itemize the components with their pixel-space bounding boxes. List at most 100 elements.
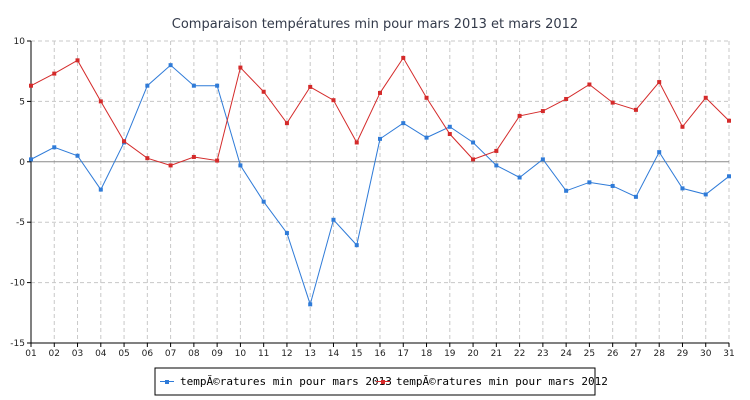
data-point <box>471 157 476 162</box>
data-point <box>378 90 382 95</box>
data-point <box>610 100 615 105</box>
legend-marker-2013 <box>165 380 169 384</box>
y-tick-label: -5 <box>16 218 25 228</box>
x-tick-label: 17 <box>398 349 409 359</box>
data-point <box>680 186 685 191</box>
data-point <box>284 121 289 126</box>
data-point <box>401 121 406 126</box>
y-tick-label: -10 <box>10 279 25 289</box>
x-tick-label: 03 <box>72 349 83 359</box>
data-point <box>401 55 406 60</box>
legend: tempĂ©ratures min pour mars 2013 tempĂ©r… <box>154 367 608 396</box>
x-tick-label: 26 <box>607 349 619 359</box>
data-point <box>284 231 289 236</box>
x-tick-label: 14 <box>328 349 340 359</box>
data-point <box>494 163 499 168</box>
data-point <box>657 80 662 85</box>
data-point <box>540 109 545 114</box>
data-point <box>471 140 476 145</box>
x-tick-label: 18 <box>421 349 433 359</box>
data-point <box>633 194 638 199</box>
data-point <box>52 145 57 150</box>
data-point <box>75 153 80 158</box>
grid <box>31 40 730 343</box>
data-point <box>215 158 220 163</box>
legend-label-2012: tempĂ©ratures min pour mars 2012 <box>396 375 608 388</box>
data-point <box>610 183 615 188</box>
data-point <box>447 124 452 129</box>
data-point <box>331 98 336 103</box>
data-point <box>308 84 313 89</box>
data-point <box>238 163 243 168</box>
x-tick-label: 30 <box>700 349 712 359</box>
data-point <box>424 135 429 140</box>
data-point <box>354 243 359 248</box>
data-point <box>191 154 196 159</box>
x-tick-label: 10 <box>235 349 247 359</box>
legend-marker-2012 <box>381 380 385 384</box>
data-point <box>540 157 545 162</box>
x-tick-label: 31 <box>723 349 734 359</box>
chart-title: Comparaison températures min pour mars 2… <box>172 17 578 32</box>
data-point <box>308 302 313 307</box>
data-point <box>261 199 266 204</box>
data-point <box>703 192 708 197</box>
data-point <box>215 83 220 88</box>
y-tick-label: 0 <box>19 158 25 168</box>
x-tick-label: 24 <box>560 349 572 359</box>
data-point <box>727 174 731 179</box>
data-point <box>168 63 173 68</box>
data-point <box>564 188 569 193</box>
x-tick-label: 01 <box>25 349 36 359</box>
x-tick-label: 28 <box>653 349 665 359</box>
x-tick-label: 12 <box>281 349 292 359</box>
x-tick-label: 16 <box>374 349 386 359</box>
data-point <box>122 139 127 144</box>
data-point <box>98 187 103 192</box>
data-point <box>680 124 685 129</box>
series-0 <box>29 63 731 307</box>
x-tick-label: 22 <box>514 349 525 359</box>
x-tick-label: 11 <box>258 349 269 359</box>
data-point <box>168 163 173 168</box>
series-layer <box>29 55 731 307</box>
x-tick-label: 13 <box>304 349 315 359</box>
data-point <box>238 65 243 70</box>
x-tick-label: 27 <box>630 349 641 359</box>
x-tick-label: 05 <box>118 349 129 359</box>
data-point <box>191 83 196 88</box>
y-tick-label: 10 <box>14 37 26 47</box>
data-point <box>261 89 266 94</box>
data-point <box>447 132 452 137</box>
data-point <box>354 140 359 145</box>
x-tick-label: 06 <box>142 349 154 359</box>
x-tick-label: 02 <box>49 349 60 359</box>
legend-label-2013: tempĂ©ratures min pour mars 2013 <box>180 375 392 388</box>
data-point <box>331 217 336 222</box>
data-point <box>727 118 731 123</box>
x-tick-label: 25 <box>584 349 595 359</box>
x-tick-label: 21 <box>491 349 502 359</box>
x-tick-label: 15 <box>351 349 362 359</box>
data-point <box>98 99 103 104</box>
x-tick-label: 04 <box>95 349 107 359</box>
data-point <box>657 150 662 155</box>
data-point <box>378 136 382 141</box>
data-point <box>145 156 150 161</box>
y-tick-label: 5 <box>19 97 25 107</box>
series-1 <box>29 55 731 168</box>
data-point <box>633 107 638 112</box>
data-point <box>587 180 592 185</box>
x-tick-label: 09 <box>211 349 223 359</box>
data-point <box>29 157 33 162</box>
x-tick-label: 08 <box>188 349 200 359</box>
data-point <box>424 95 429 100</box>
x-tick-label: 23 <box>537 349 548 359</box>
data-point <box>517 113 522 118</box>
data-point <box>564 96 569 101</box>
data-point <box>145 83 150 88</box>
data-point <box>75 58 80 63</box>
data-point <box>703 95 708 100</box>
